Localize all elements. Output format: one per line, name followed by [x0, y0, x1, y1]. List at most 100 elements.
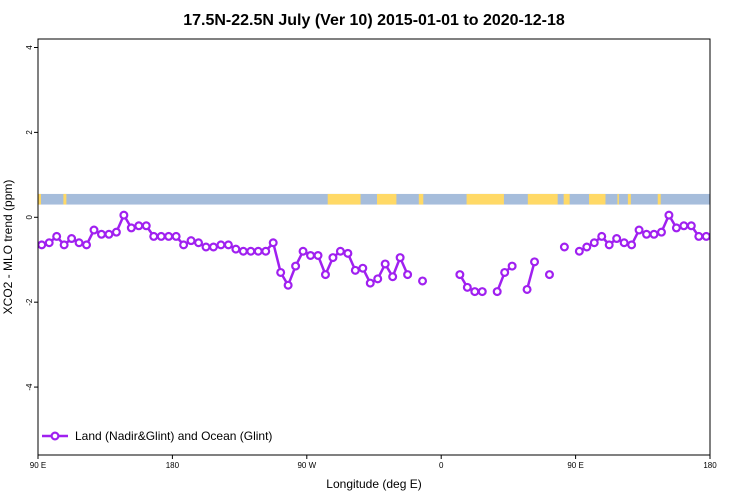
data-point [111, 227, 121, 237]
ocean-band [38, 193, 710, 205]
data-point [171, 231, 181, 241]
data-point [313, 250, 323, 260]
land-segment [617, 193, 619, 205]
data-point [291, 261, 301, 271]
data-point [671, 223, 681, 233]
y-axis-label: XCO2 - MLO trend (ppm) [1, 180, 15, 315]
data-point [544, 270, 554, 280]
data-point [194, 238, 204, 248]
data-point [574, 246, 584, 256]
y-tick-label: -4 [25, 383, 34, 391]
data-point [164, 231, 174, 241]
data-point [612, 234, 622, 244]
x-tick-label: 180 [166, 461, 180, 470]
plot-frame [37, 38, 711, 456]
x-tick-label: 90 E [30, 461, 46, 470]
data-point [403, 270, 413, 280]
land-segment [418, 193, 424, 205]
x-tick-label: 180 [703, 461, 717, 470]
data-point [582, 242, 592, 252]
x-tick-label: 0 [439, 461, 444, 470]
y-tick-label: 4 [25, 45, 34, 50]
y-axis: 4 2 0 -2 -4 [25, 45, 38, 391]
legend: Land (Nadir&Glint) and Ocean (Glint) [42, 429, 272, 443]
data-point [320, 270, 330, 280]
data-point [216, 240, 226, 250]
land-segment [627, 193, 631, 205]
data-point [686, 221, 696, 231]
data-point [59, 240, 69, 250]
data-point [201, 242, 211, 252]
data-point [74, 238, 84, 248]
y-tick-label: -2 [25, 298, 34, 306]
data-point [179, 240, 189, 250]
data-point [89, 225, 99, 235]
data-point [67, 234, 77, 244]
data-point [231, 244, 241, 254]
data-point [634, 225, 644, 235]
data-point [141, 221, 151, 231]
series-line [41, 213, 409, 287]
data-point [679, 221, 689, 231]
x-axis: 90 E 180 90 W 0 90 E 180 [30, 455, 717, 470]
data-point [44, 238, 54, 248]
data-point [694, 231, 704, 241]
land-segment [327, 193, 361, 205]
data-point [701, 231, 710, 241]
data-point [306, 250, 316, 260]
data-point [149, 231, 159, 241]
data-point [507, 261, 517, 271]
data-point [223, 240, 233, 250]
data-point [52, 231, 62, 241]
land-segment [657, 193, 661, 205]
data-point [134, 221, 144, 231]
data-point [388, 272, 398, 282]
chart-title: 17.5N-22.5N July (Ver 10) 2015-01-01 to … [183, 12, 565, 29]
y-tick-label: 2 [25, 130, 34, 135]
data-point [619, 238, 629, 248]
data-point [261, 246, 271, 256]
data-point [126, 223, 136, 233]
land-segment [527, 193, 558, 205]
data-point [500, 267, 510, 277]
land-ocean-band [38, 193, 710, 205]
data-point [343, 248, 353, 258]
data-point [455, 270, 465, 280]
data-point [156, 231, 166, 241]
data-point [470, 287, 480, 297]
data-point [276, 267, 286, 277]
data-point [328, 253, 338, 263]
land-segment [563, 193, 570, 205]
data-point [298, 246, 308, 256]
data-point [268, 238, 278, 248]
data-point [664, 210, 674, 220]
legend-marker-swatch [50, 431, 60, 441]
data-point [283, 280, 293, 290]
data-point [642, 229, 652, 239]
data-point [649, 229, 659, 239]
land-segment [589, 193, 606, 205]
data-point [604, 240, 614, 250]
land-segment [63, 193, 67, 205]
data-point [589, 238, 599, 248]
land-segment [38, 193, 41, 205]
land-segment [376, 193, 397, 205]
data-point [253, 246, 263, 256]
data-point [373, 274, 383, 284]
data-point [358, 263, 368, 273]
series-line [525, 261, 536, 290]
data-point [477, 287, 487, 297]
data-point [380, 259, 390, 269]
data-point [82, 240, 92, 250]
data-point [365, 278, 375, 288]
data-point [238, 246, 248, 256]
data-point [462, 282, 472, 292]
data-point [522, 284, 532, 294]
y-tick-label: 0 [25, 215, 34, 220]
data-point [418, 276, 428, 286]
land-segment [466, 193, 504, 205]
data-point [119, 210, 129, 220]
data-point [656, 227, 666, 237]
data-point [492, 287, 502, 297]
data-point [395, 253, 405, 263]
